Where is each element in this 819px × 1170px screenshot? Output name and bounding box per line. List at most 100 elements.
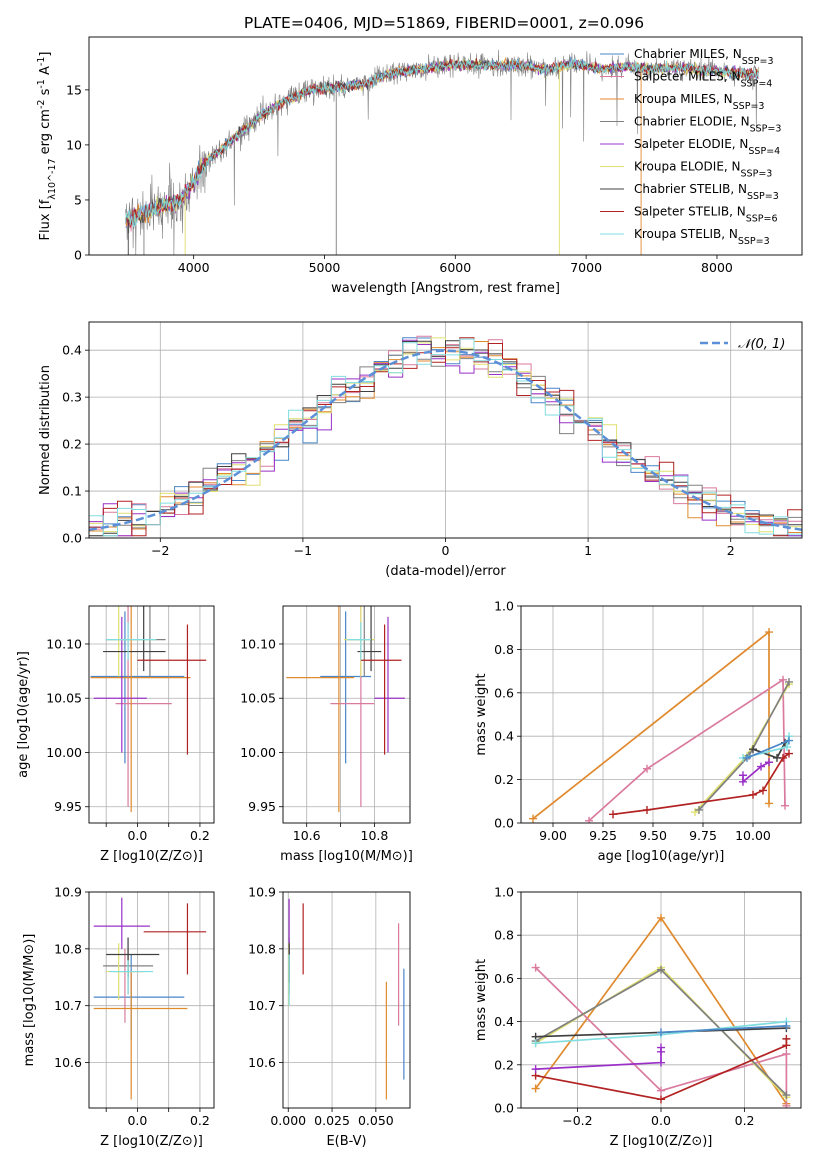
x-tick-label: 0.2: [190, 1113, 210, 1128]
y-tick-label: 0.0: [494, 1101, 514, 1116]
x-tick-label: 7000: [570, 260, 602, 275]
x-tick-label: 1: [584, 543, 592, 558]
y-tick-label: 1.0: [494, 885, 514, 900]
y-tick-label: 10.05: [46, 691, 82, 706]
y-axis-label: mass weight: [474, 959, 489, 1041]
x-axis-label: wavelength [Angstrom, rest frame]: [331, 281, 560, 296]
errorbar-point: [93, 616, 147, 753]
errorbar-point: [109, 606, 157, 677]
weight-marker: [657, 1058, 665, 1067]
weight-marker: [657, 1095, 665, 1104]
y-axis-label: Normed distribution: [38, 365, 53, 495]
panel-weight-z: −0.2 0.0 0.2 0.0 0.2 0.4 0.6 0.8 1.0 Z [log10(Z/Z…: [474, 885, 802, 1149]
y-tick-label: 0.2: [494, 772, 514, 787]
legend-label: Chabrier STELIB, N_SSP=3: [634, 182, 779, 202]
y-tick-label: 0.4: [494, 1014, 514, 1029]
x-tick-label: 0.0: [651, 1113, 671, 1128]
weight-marker: [749, 790, 757, 799]
errorbar-point: [103, 606, 166, 672]
errorbar-point: [106, 606, 166, 677]
weight-marker: [781, 801, 789, 810]
panel-age-z: 0.0 0.2 9.95 10.00 10.05 10.10 Z [log10(Z/Z⊙)]…: [16, 605, 215, 864]
y-tick-label: 9.95: [248, 799, 276, 814]
y-tick-label: 0.6: [494, 685, 514, 700]
x-tick-label: 0.000: [270, 1113, 306, 1128]
y-tick-label: 10.8: [248, 941, 276, 956]
weight-line: [532, 630, 770, 820]
weight-marker: [643, 764, 651, 773]
errorbar-point: [90, 606, 191, 813]
grid: [89, 606, 214, 823]
errorbar-point: [93, 971, 188, 1100]
weight-line: [694, 683, 790, 813]
errorbar-point: [93, 897, 150, 949]
y-axis-label: age [log10(age/yr)]: [16, 651, 31, 778]
panel-weight-age: 9.00 9.25 9.50 9.75 10.00 0.0 0.2 0.4 0.6 0.8 1.0 a…: [474, 599, 802, 864]
x-tick-label: 10.6: [293, 828, 321, 843]
axes-frame: [88, 891, 215, 1109]
x-tick-label: 9.75: [689, 828, 717, 843]
x-tick-label: 10.8: [361, 828, 389, 843]
x-tick-label: 0.050: [358, 1113, 394, 1128]
weight-marker: [773, 753, 781, 762]
plot-area: [125, 49, 759, 255]
legend: 𝒩(0, 1): [700, 337, 785, 352]
weight-marker: [657, 965, 665, 974]
panel-spectrum: 4000 5000 6000 7000 8000 0 5 10 15 wavelength [An…: [36, 36, 803, 296]
y-tick-label: 0.4: [62, 343, 82, 358]
grid: [283, 606, 410, 823]
errorbar-point: [109, 960, 154, 995]
y-tick-label: 0.1: [62, 484, 82, 499]
legend-label: Kroupa MILES, N_SSP=3: [634, 92, 764, 112]
grid: [283, 891, 410, 1108]
weight-marker: [657, 1043, 665, 1052]
weight-marker: [657, 1086, 665, 1095]
y-tick-label: 10: [66, 137, 82, 152]
weight-marker: [765, 628, 773, 637]
y-tick-label: 10.05: [240, 691, 276, 706]
weight-marker: [657, 913, 665, 922]
y-tick-label: 10.7: [54, 998, 82, 1013]
x-tick-label: 0.0: [127, 1113, 147, 1128]
weight-marker: [529, 814, 537, 823]
y-axis-label: mass weight: [474, 673, 489, 755]
weight-marker: [531, 963, 540, 972]
weight-line: [660, 1025, 787, 1034]
errorbar-point: [374, 616, 405, 753]
weight-marker: [785, 736, 793, 745]
panel-age-mass: 10.6 10.8 9.95 10.00 10.05 10.10 mass [log10(M…: [240, 605, 413, 864]
x-axis-label: E(B-V): [326, 1134, 366, 1149]
x-tick-label: 0.025: [314, 1113, 350, 1128]
x-tick-label: 9.00: [539, 828, 567, 843]
x-tick-label: 0.0: [127, 828, 147, 843]
legend-label: Salpeter MILES, N_SSP=4: [634, 70, 772, 90]
weight-marker: [531, 1039, 540, 1048]
legend-label: Salpeter ELODIE, N_SSP=4: [634, 137, 780, 157]
y-tick-label: 5: [74, 192, 82, 207]
weight-marker: [759, 786, 767, 795]
y-tick-label: 0.8: [494, 642, 514, 657]
weight-marker: [783, 743, 791, 752]
y-tick-label: 0.6: [494, 971, 514, 986]
axes-frame: [88, 36, 803, 256]
x-tick-label: 0.2: [190, 828, 210, 843]
x-tick-label: 2: [727, 543, 735, 558]
weight-marker: [782, 1050, 791, 1058]
x-tick-label: 6000: [439, 260, 471, 275]
weight-marker: [695, 805, 703, 814]
y-tick-label: 10.6: [54, 1055, 82, 1070]
axes-frame: [282, 891, 411, 1109]
y-axis-label: mass [log10(M/M⊙)]: [22, 934, 37, 1067]
x-tick-label: 5000: [309, 260, 341, 275]
y-tick-label: 0: [74, 248, 82, 263]
legend-label: Chabrier ELODIE, N_SSP=3: [634, 115, 781, 135]
weight-marker: [782, 1034, 791, 1043]
x-tick-label: −1: [294, 543, 312, 558]
errorbar-point: [286, 606, 355, 813]
panel-mass-ebv: 0.000 0.025 0.050 10.6 10.7 10.8 10.9 E(B-V): [248, 885, 411, 1149]
x-tick-label: 4000: [178, 260, 210, 275]
panel-residuals: −2 −1 0 1 2 0.0 0.1 0.2 0.3 0.4 (data-model)/error…: [38, 321, 803, 579]
weight-line: [746, 739, 790, 759]
errorbar-point: [347, 622, 372, 661]
